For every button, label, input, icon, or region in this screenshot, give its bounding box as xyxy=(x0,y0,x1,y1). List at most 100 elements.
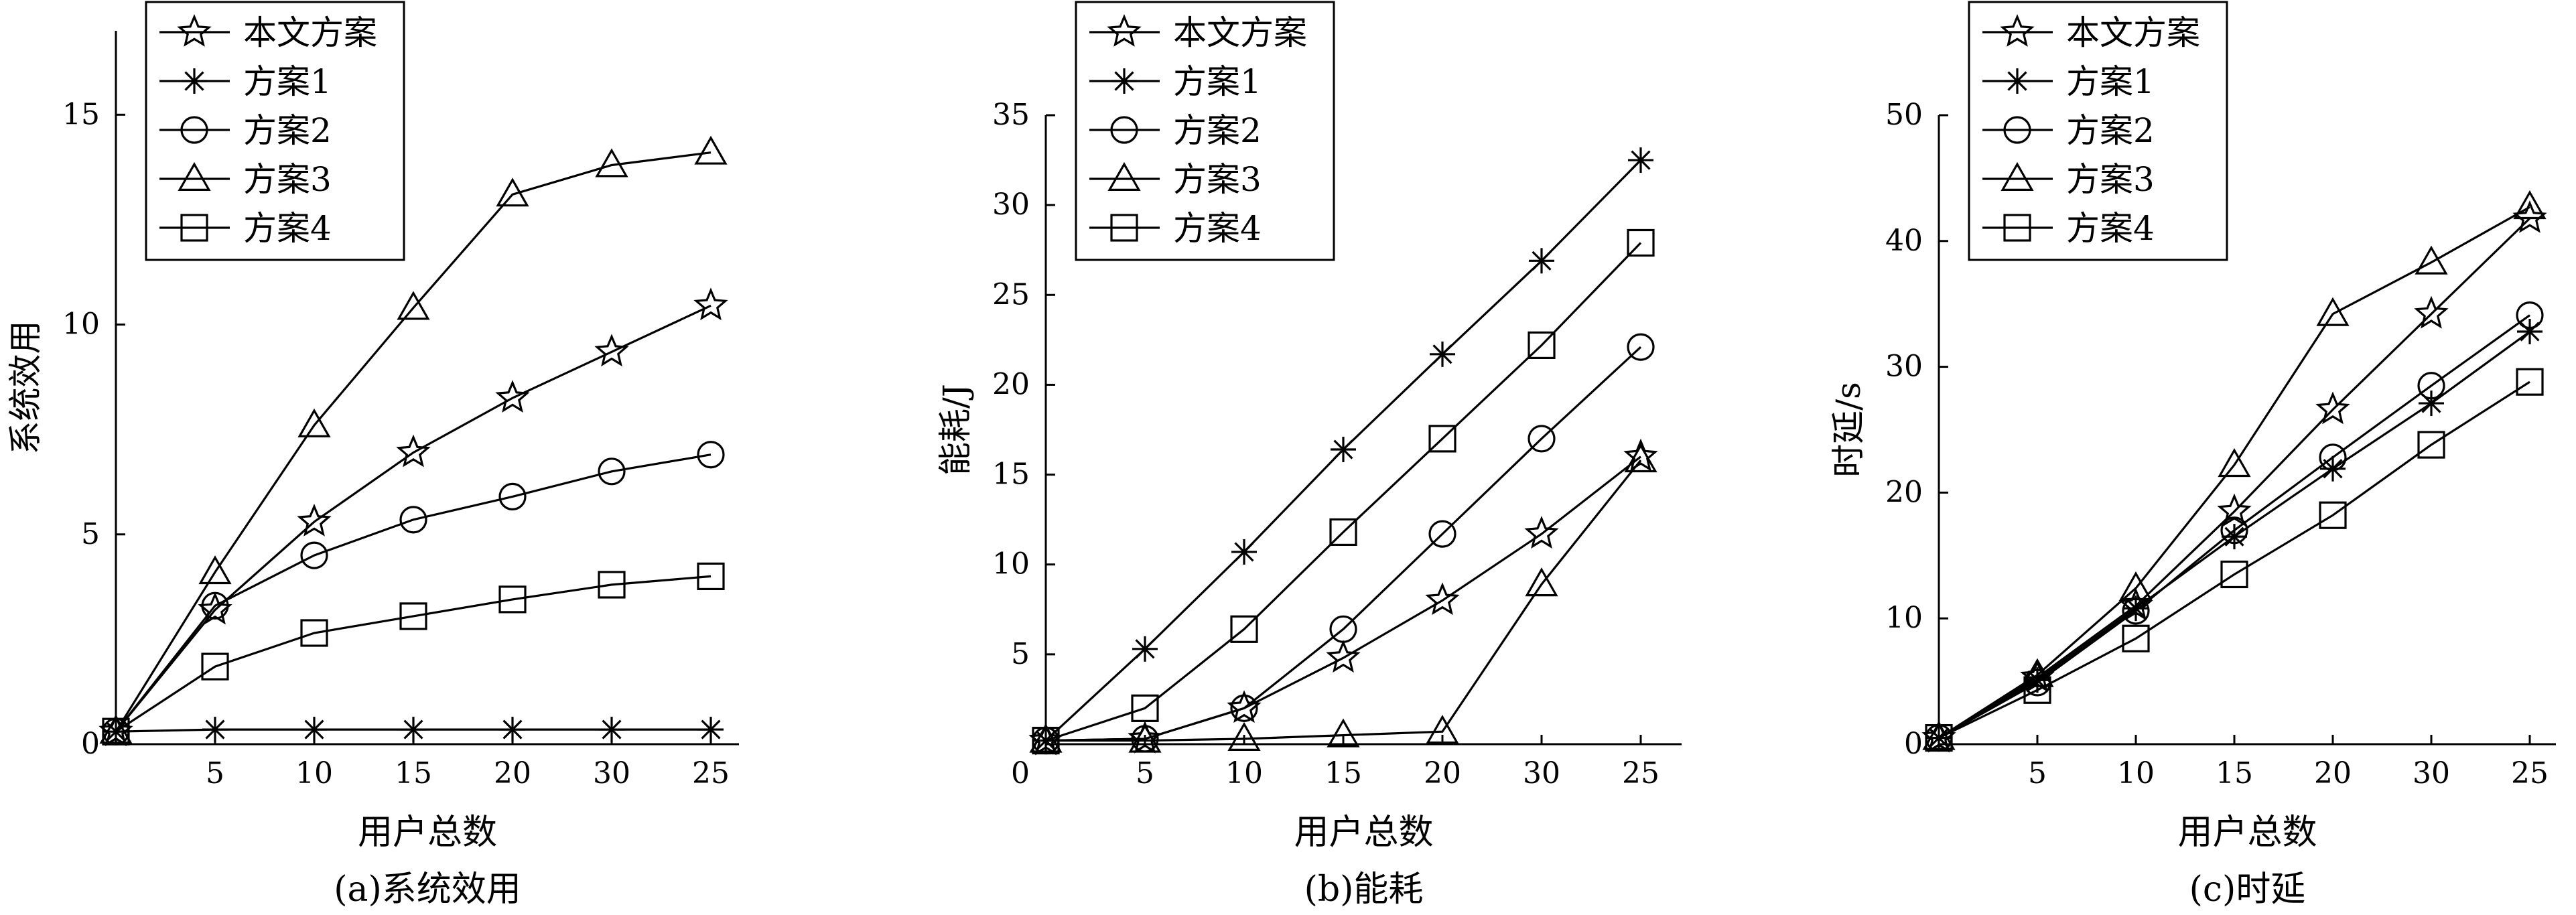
data-point xyxy=(2513,190,2547,220)
series-line xyxy=(1045,346,1642,742)
data-point xyxy=(1230,694,1258,722)
y-axis-label: 能耗/J xyxy=(936,384,975,476)
data-point xyxy=(399,506,427,534)
data-point xyxy=(1032,727,1060,755)
x-tick-label: 25 xyxy=(1622,756,1659,790)
data-point xyxy=(1329,615,1357,643)
x-tick-label: 20 xyxy=(2314,756,2352,790)
data-point xyxy=(1628,147,1653,173)
data-point xyxy=(1430,341,1455,367)
data-point xyxy=(2319,443,2347,472)
legend-marker xyxy=(2003,214,2031,242)
data-point xyxy=(401,717,426,743)
x-axis-label: 用户总数 xyxy=(1294,813,1433,853)
legend-entry: 方案4 xyxy=(1173,209,1262,248)
y-tick-label: 30 xyxy=(1885,350,1923,384)
data-point xyxy=(697,441,725,469)
x-tick-label: 15 xyxy=(1325,756,1362,790)
data-point xyxy=(1230,615,1258,643)
data-point xyxy=(1922,721,1956,750)
y-tick-label: 5 xyxy=(1011,637,1030,671)
y-tick-label: 25 xyxy=(992,277,1030,311)
data-point xyxy=(198,591,232,625)
legend-entry: 方案1 xyxy=(1173,62,1262,101)
data-point xyxy=(1231,539,1257,565)
y-tick-label: 10 xyxy=(62,307,100,342)
y-tick-label: 0 xyxy=(81,727,100,761)
legend-entry: 方案4 xyxy=(243,209,332,248)
legend-entry: 方案2 xyxy=(243,111,332,150)
y-tick-label: 5 xyxy=(81,517,100,551)
x-tick-label: 20 xyxy=(1424,756,1461,790)
x-tick-label: 10 xyxy=(2117,756,2155,790)
data-point xyxy=(2218,448,2251,478)
series-line xyxy=(1938,217,2531,739)
x-axis-label: 用户总数 xyxy=(2177,813,2317,853)
y-axis-label: 时延/s xyxy=(1829,382,1868,478)
data-point xyxy=(1525,567,1558,597)
data-point xyxy=(399,602,427,630)
series-line xyxy=(1046,460,1642,742)
x-tick-label: 5 xyxy=(206,756,224,790)
y-tick-label: 10 xyxy=(1885,601,1923,635)
data-point xyxy=(1227,721,1261,751)
legend-marker xyxy=(178,161,211,191)
data-point xyxy=(500,717,525,743)
data-point xyxy=(201,652,229,681)
data-point xyxy=(2119,571,2153,601)
data-point xyxy=(498,482,527,510)
data-point xyxy=(693,287,728,321)
legend-entry: 方案1 xyxy=(2066,62,2155,101)
data-point xyxy=(1524,516,1559,549)
series-4 xyxy=(1029,443,1657,753)
legend-marker xyxy=(2005,68,2030,94)
data-point xyxy=(202,717,228,743)
x-tick-label: 10 xyxy=(1225,756,1263,790)
data-point xyxy=(2319,501,2347,529)
series-2 xyxy=(1033,147,1653,754)
data-point xyxy=(598,571,626,599)
series-line xyxy=(115,575,711,733)
data-point xyxy=(594,334,629,367)
legend-entry: 方案2 xyxy=(1173,111,1262,150)
data-point xyxy=(297,408,331,437)
legend-marker xyxy=(1110,116,1138,144)
data-point xyxy=(2021,658,2054,687)
x-tick-label: 20 xyxy=(494,756,531,790)
data-point xyxy=(1624,443,1657,473)
legend-entry: 方案3 xyxy=(1173,160,1262,199)
chart-panel-2: 5 10 15 20 25 30 35 0 5 10 15 20 30 25 用户总数 (b)能耗 能耗/J 本文… xyxy=(936,1,1682,910)
y-tick-label: 40 xyxy=(1885,224,1923,258)
data-point xyxy=(201,591,229,620)
series-2 xyxy=(103,717,724,745)
legend-marker xyxy=(2000,14,2035,47)
legend-marker xyxy=(1107,161,1141,191)
legend-entry: 方案4 xyxy=(2066,209,2155,248)
data-point xyxy=(397,291,430,320)
series-5 xyxy=(102,562,725,746)
y-tick-label: 15 xyxy=(62,97,100,131)
y-tick-label-origin: 0 xyxy=(1011,756,1030,790)
data-point xyxy=(1428,425,1456,453)
x-tick-label: 10 xyxy=(295,756,333,790)
chart-panel-3: 0 10 20 30 40 50 5 10 15 20 30 25 用户总数 (c)时延 时延/s 本文方案方… xyxy=(1829,1,2556,910)
legend-entry: 本文方案 xyxy=(243,13,377,52)
legend-marker xyxy=(1111,68,1137,94)
data-point xyxy=(2316,297,2350,326)
x-tick-label: 30 xyxy=(593,756,630,790)
data-point xyxy=(2122,624,2150,652)
data-point xyxy=(1329,518,1357,547)
series-1 xyxy=(98,287,728,747)
data-point xyxy=(1326,640,1361,673)
data-point xyxy=(99,715,133,744)
legend-marker xyxy=(1107,14,1142,47)
chart-caption: (b)能耗 xyxy=(1304,869,1424,910)
data-point xyxy=(1529,248,1554,274)
series-line xyxy=(115,304,711,733)
data-point xyxy=(300,619,328,647)
data-point xyxy=(495,380,530,413)
series-5 xyxy=(1032,228,1655,755)
series-line xyxy=(1045,242,1642,742)
